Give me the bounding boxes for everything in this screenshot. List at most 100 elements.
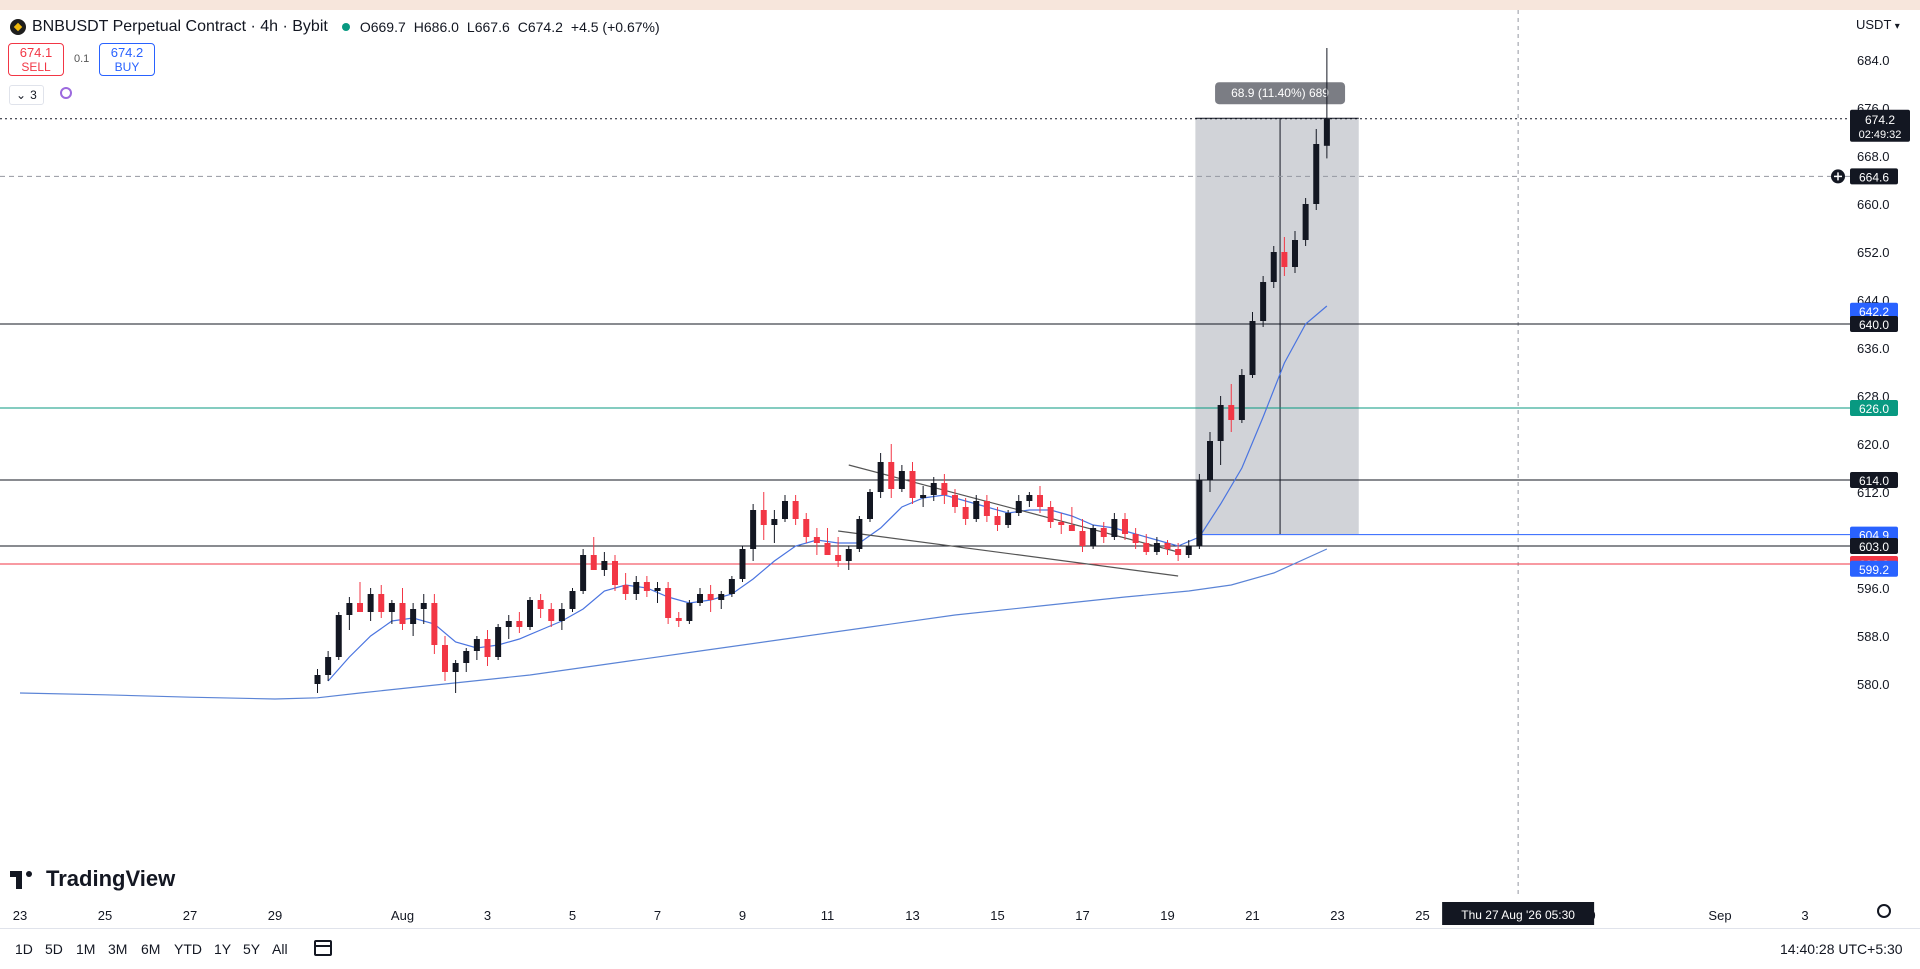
watermark-text: TradingView — [46, 866, 176, 891]
candle-body — [1122, 519, 1128, 534]
candle-body — [1217, 405, 1224, 441]
range-button-ytd[interactable]: YTD — [174, 941, 202, 957]
y-tick-label: 612.0 — [1857, 485, 1890, 500]
candle — [697, 588, 703, 606]
candle-body — [1068, 525, 1075, 531]
candle-body — [505, 621, 512, 627]
candle-body — [888, 462, 895, 489]
buy-button[interactable]: 674.2 BUY — [99, 43, 155, 76]
chevron-down-icon: ▾ — [1894, 21, 1900, 32]
candle — [558, 603, 565, 630]
candle-body — [718, 594, 725, 600]
candle — [442, 636, 448, 681]
candle — [1323, 48, 1330, 159]
candle-body — [707, 594, 714, 600]
candle-body — [1026, 495, 1033, 501]
price-tag-bg — [1850, 109, 1910, 142]
candle-body — [420, 603, 427, 609]
candle-body — [1228, 405, 1235, 420]
range-button-5d[interactable]: 5D — [45, 941, 63, 957]
candle-body — [1079, 531, 1086, 546]
candle — [484, 630, 491, 666]
candle — [941, 474, 948, 504]
price-tag-label: 642.2 — [1859, 305, 1889, 319]
range-button-1y[interactable]: 1Y — [214, 941, 232, 957]
candle — [1047, 501, 1054, 528]
candle — [622, 573, 629, 600]
range-button-6m[interactable]: 6M — [141, 941, 161, 957]
gear-icon[interactable] — [1877, 904, 1891, 918]
candle-body — [750, 510, 757, 549]
crosshair-date-label: Thu 27 Aug '26 05:30 — [1461, 908, 1575, 922]
symbol-title[interactable]: BNBUSDT Perpetual Contract · 4h · Bybit — [32, 18, 328, 35]
candle — [686, 600, 693, 624]
candle — [1164, 540, 1171, 555]
sell-button[interactable]: 674.1 SELL — [8, 43, 64, 76]
candle — [516, 612, 523, 633]
candle-body — [1185, 546, 1192, 555]
candle-body — [399, 603, 406, 624]
candle — [335, 612, 342, 660]
y-tick-label: 684.0 — [1857, 53, 1890, 68]
candle-body — [495, 627, 502, 657]
candle-body — [346, 603, 353, 615]
candle — [835, 537, 842, 567]
x-tick-label: 27 — [183, 908, 197, 923]
ohlc-change: +4.5 (+0.67%) — [570, 19, 660, 35]
candle-body — [1175, 549, 1182, 555]
candle — [824, 528, 831, 555]
candle — [930, 477, 937, 501]
indicators-toggle[interactable]: ⌄ 3 — [9, 85, 44, 105]
clock[interactable]: 14:40:28 UTC+5:30 — [1780, 941, 1903, 957]
candle-body — [941, 483, 948, 495]
range-button-1d[interactable]: 1D — [15, 941, 33, 957]
x-tick-label: 25 — [98, 908, 112, 923]
candle-body — [760, 510, 767, 525]
candle-body — [431, 603, 438, 645]
ohlc-close: C674.2 — [517, 19, 563, 35]
candle — [803, 513, 810, 543]
candle — [845, 546, 852, 570]
x-tick-label: 13 — [905, 908, 919, 923]
candle — [643, 576, 650, 597]
candle-body — [930, 483, 937, 495]
measure-label: 68.9 (11.40%) 689 — [1231, 86, 1329, 100]
y-tick-label: 580.0 — [1857, 677, 1890, 692]
range-button-1m[interactable]: 1M — [76, 941, 96, 957]
candle-body — [1238, 375, 1245, 420]
candle — [750, 504, 757, 561]
candle — [1292, 231, 1298, 273]
symbol-legend[interactable]: BNBUSDT Perpetual Contract · 4h · Bybit … — [10, 17, 668, 37]
price-chart[interactable]: 68.9 (11.40%) 689580.0588.0596.0604.0612… — [0, 0, 1920, 928]
range-button-5y[interactable]: 5Y — [243, 941, 261, 957]
candle-body — [484, 639, 491, 657]
bnb-coin-icon — [10, 19, 26, 35]
candle-body — [782, 501, 788, 519]
candle-body — [845, 549, 852, 561]
candle-body — [548, 609, 555, 621]
candle — [1270, 246, 1277, 288]
candle-body — [1111, 519, 1118, 537]
bottom-toolbar: 1D 5D 1M 3M 6M YTD 1Y 5Y All 14:40:28 UTC+5:30 — [0, 928, 1920, 969]
y-tick-label: 652.0 — [1857, 245, 1890, 260]
candle — [760, 492, 767, 540]
calendar-icon[interactable] — [314, 940, 332, 956]
candle-body — [601, 561, 608, 570]
candle — [399, 588, 406, 630]
candle-body — [580, 555, 587, 591]
candle — [505, 615, 512, 639]
candle — [675, 612, 682, 627]
candle-body — [1313, 144, 1320, 204]
range-button-all[interactable]: All — [272, 941, 288, 957]
candle — [420, 594, 427, 624]
candle — [718, 591, 725, 609]
candle-body — [537, 600, 544, 609]
candle — [590, 537, 597, 570]
price-tag-label: 603.0 — [1859, 540, 1889, 554]
candle — [983, 495, 990, 522]
candle — [463, 648, 470, 672]
range-button-3m[interactable]: 3M — [108, 941, 128, 957]
candle — [1185, 540, 1192, 558]
currency-selector[interactable]: USDT ▾ — [1856, 17, 1900, 32]
candle-body — [1207, 441, 1213, 480]
